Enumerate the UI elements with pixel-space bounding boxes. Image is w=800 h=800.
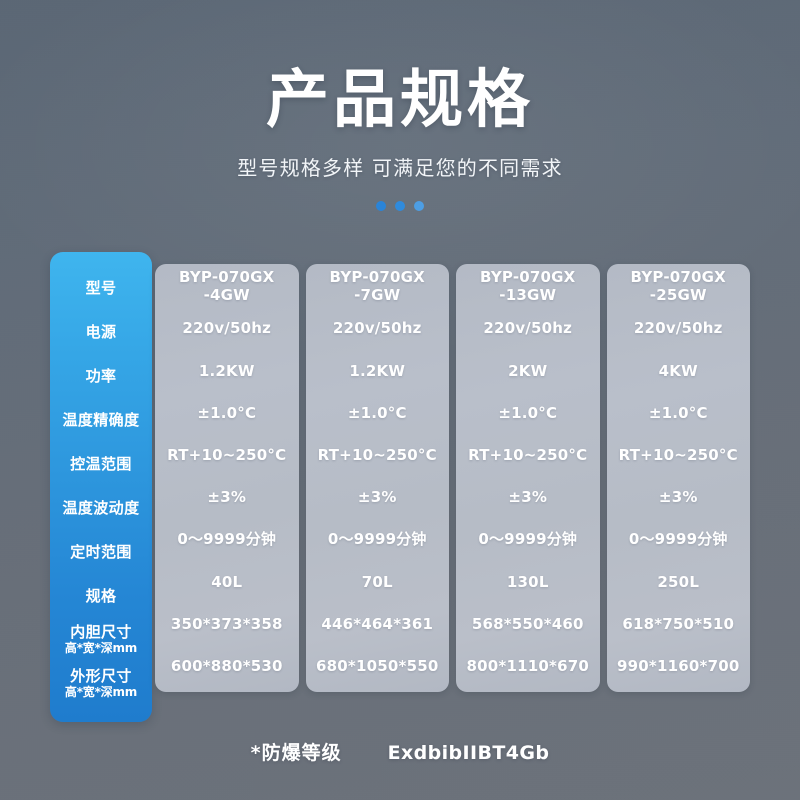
row-label-capacity: 规格: [50, 574, 152, 618]
footer-note: *防爆等级 ExdbibIIBT4Gb: [0, 738, 800, 765]
cell-capacity: 250L: [657, 572, 700, 591]
cell-temp-accuracy: ±1.0°C: [648, 403, 708, 422]
cell-power: 4KW: [658, 361, 698, 380]
cell-capacity: 70L: [361, 572, 393, 591]
row-label-text: 功率: [85, 366, 117, 385]
row-label-temp-fluctuation: 温度波动度: [50, 486, 152, 530]
header: 产品规格 型号规格多样 可满足您的不同需求: [0, 0, 800, 212]
spec-row-label-column: 型号 电源 功率 温度精确度 控温范围 温度波动度 定时范围 规格: [50, 252, 152, 722]
row-label-text: 规格: [85, 586, 117, 605]
cell-temp-fluctuation: ±3%: [207, 488, 247, 507]
cell-outer-size: 800*1110*670: [466, 657, 589, 676]
cell-power: 2KW: [508, 361, 548, 380]
spec-table: 型号 电源 功率 温度精确度 控温范围 温度波动度 定时范围 规格: [0, 252, 800, 732]
row-label-timer-range: 定时范围: [50, 530, 152, 574]
cell-power-supply: 220v/50hz: [182, 319, 272, 338]
row-label-power: 功率: [50, 354, 152, 398]
cell-outer-size: 680*1050*550: [316, 657, 439, 676]
cell-power: 1.2KW: [198, 361, 255, 380]
footer-value: ExdbibIIBT4Gb: [387, 742, 550, 764]
cell-temp-range: RT+10~250°C: [317, 446, 437, 465]
row-label-text: 温度精确度: [62, 410, 140, 429]
row-label-subtext: 高*宽*深mm: [64, 685, 138, 700]
row-label-temp-range: 控温范围: [50, 442, 152, 486]
cell-inner-size: 350*373*358: [170, 614, 283, 633]
cell-inner-size: 446*464*361: [321, 614, 434, 633]
row-label-text: 控温范围: [70, 454, 132, 473]
cell-model: BYP-070GX -7GW: [329, 268, 425, 305]
spec-column-2[interactable]: BYP-070GX -7GW 220v/50hz 1.2KW ±1.0°C RT…: [305, 264, 449, 692]
carousel-dot-1[interactable]: [376, 201, 386, 212]
cell-temp-fluctuation: ±3%: [508, 488, 548, 507]
spec-column-3[interactable]: BYP-070GX -13GW 220v/50hz 2KW ±1.0°C RT+…: [456, 264, 600, 692]
cell-outer-size: 600*880*530: [170, 657, 283, 676]
row-label-text: 内胆尺寸: [70, 623, 132, 642]
cell-outer-size: 990*1160*700: [617, 657, 740, 676]
cell-capacity: 40L: [211, 572, 243, 591]
row-label-temp-accuracy: 温度精确度: [50, 398, 152, 442]
cell-temp-accuracy: ±1.0°C: [197, 403, 257, 422]
cell-temp-accuracy: ±1.0°C: [347, 403, 407, 422]
row-label-text: 外形尺寸: [70, 667, 132, 686]
carousel-dots: [0, 181, 800, 212]
cell-power-supply: 220v/50hz: [332, 319, 422, 338]
row-label-inner-size: 内胆尺寸 高*宽*深mm: [50, 618, 152, 662]
cell-timer-range: 0～9999分钟: [177, 530, 277, 549]
cell-temp-fluctuation: ±3%: [658, 488, 698, 507]
cell-inner-size: 568*550*460: [471, 614, 584, 633]
carousel-dot-2[interactable]: [395, 201, 405, 212]
row-label-text: 电源: [85, 322, 117, 341]
row-label-text: 温度波动度: [62, 498, 140, 517]
row-label-outer-size: 外形尺寸 高*宽*深mm: [50, 662, 152, 706]
cell-model: BYP-070GX -4GW: [179, 268, 275, 305]
spec-column-4[interactable]: BYP-070GX -25GW 220v/50hz 4KW ±1.0°C RT+…: [606, 264, 750, 692]
page-subtitle: 型号规格多样 可满足您的不同需求: [237, 156, 563, 181]
cell-temp-range: RT+10~250°C: [167, 446, 287, 465]
row-label-model: 型号: [50, 266, 152, 310]
cell-power-supply: 220v/50hz: [483, 319, 573, 338]
cell-capacity: 130L: [506, 572, 549, 591]
spec-value-columns: BYP-070GX -4GW 220v/50hz 1.2KW ±1.0°C RT…: [155, 264, 750, 692]
cell-timer-range: 0～9999分钟: [628, 530, 728, 549]
footer-label: *防爆等级: [250, 742, 342, 764]
cell-power-supply: 220v/50hz: [633, 319, 723, 338]
row-label-subtext: 高*宽*深mm: [64, 641, 138, 656]
row-label-text: 型号: [85, 278, 117, 297]
cell-model: BYP-070GX -25GW: [630, 268, 726, 305]
cell-temp-range: RT+10~250°C: [618, 446, 738, 465]
cell-timer-range: 0～9999分钟: [327, 530, 427, 549]
row-label-text: 定时范围: [70, 542, 132, 561]
row-label-power-supply: 电源: [50, 310, 152, 354]
cell-timer-range: 0～9999分钟: [478, 530, 578, 549]
cell-power: 1.2KW: [349, 361, 406, 380]
page-title: 产品规格: [266, 63, 534, 136]
cell-inner-size: 618*750*510: [622, 614, 735, 633]
spec-column-1[interactable]: BYP-070GX -4GW 220v/50hz 1.2KW ±1.0°C RT…: [155, 264, 299, 692]
carousel-dot-3[interactable]: [414, 201, 424, 212]
cell-temp-fluctuation: ±3%: [357, 488, 397, 507]
cell-temp-range: RT+10~250°C: [468, 446, 588, 465]
cell-temp-accuracy: ±1.0°C: [498, 403, 558, 422]
cell-model: BYP-070GX -13GW: [480, 268, 576, 305]
